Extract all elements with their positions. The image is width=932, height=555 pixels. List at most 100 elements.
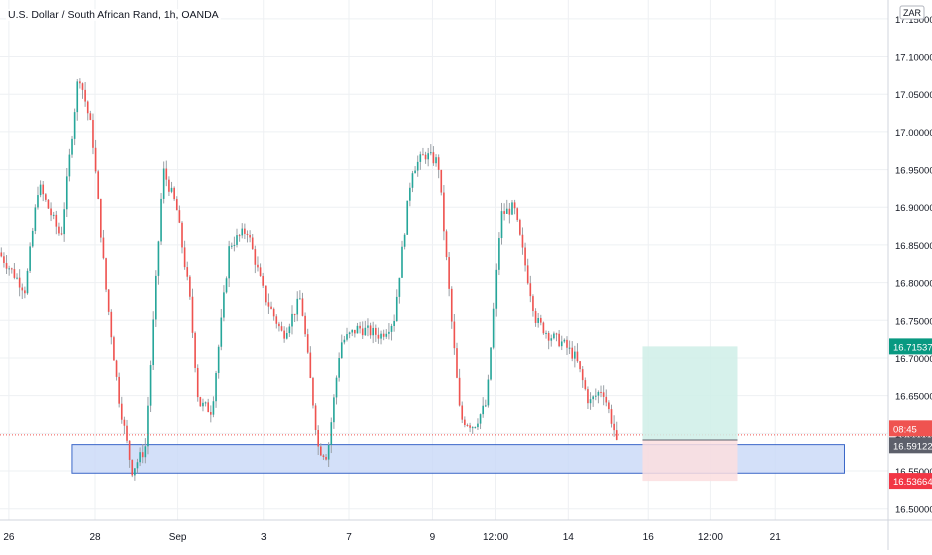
candle-body [539,317,542,323]
candle-body [409,187,411,201]
candle-body [343,339,346,343]
candle-body [314,405,317,430]
candle-body [416,161,419,171]
candle-body [296,298,299,315]
candle-body [202,402,204,407]
candle-body [482,405,484,415]
candle-body [529,283,532,297]
candle-body [60,233,63,235]
candle-body [498,238,500,270]
candle-body [312,378,314,406]
countdown-label: 08:45 [893,424,917,435]
candle-body [238,235,241,237]
candle-body [550,338,553,341]
currency-badge [899,5,925,20]
candle-body [76,81,79,113]
candle-body [139,452,141,463]
candle-body [241,228,244,236]
candle-body [265,285,267,303]
candle-body [191,296,194,333]
x-tick-label: 16 [643,532,655,543]
candle-body [524,247,526,266]
candle-body [484,405,487,407]
candle-body [42,184,45,195]
candle-body [471,427,474,429]
candle-body [68,154,71,177]
candle-body [526,265,529,284]
last-price-label-group: 16.59122 [889,437,932,454]
candle-body [134,468,136,476]
candle-body [107,289,110,312]
currency-label: ZAR [903,8,922,18]
candle-body [217,346,220,373]
candle-body [319,446,322,456]
candle-body [10,268,13,270]
candle-body [280,326,283,331]
candle-body [278,323,280,327]
candle-body [244,228,246,234]
countdown-label-bg [889,420,932,437]
position-layer [0,346,888,482]
candle-body [210,412,212,415]
candle-body [395,296,398,321]
candle-body [110,311,113,338]
x-tick-label: 12:00 [483,532,508,543]
candle-body [411,173,414,188]
candle-body [100,198,102,238]
candle-body [272,308,275,317]
candle-body [259,267,262,277]
candle-body [474,427,477,429]
candle-body [477,423,479,428]
candle-body [432,152,435,164]
y-tick-label: 17.00000 [895,128,932,139]
candle-body [306,334,309,353]
candle-body [147,405,149,447]
candle-body [560,341,563,347]
candle-body [615,430,618,440]
candle-body [361,328,364,336]
candle-body [592,396,594,400]
candle-body [574,351,576,359]
candle-layer [0,78,618,481]
candle-body [45,194,47,200]
candle-body [304,315,306,335]
candle-body [558,333,560,347]
candle-body [388,331,390,334]
candle-body [576,351,579,362]
candle-body [437,157,440,170]
candle-body [13,269,16,278]
candle-body [8,268,10,270]
candle-body [419,154,422,162]
candle-body [16,277,18,279]
candle-body [157,241,160,276]
candle-body [58,226,60,234]
candle-body [597,391,600,396]
candle-body [50,208,52,216]
candle-body [288,326,291,334]
candle-body [369,325,372,336]
candle-body [377,334,380,339]
candle-body [508,208,511,215]
candle-body [3,256,5,263]
candle-body [403,234,406,247]
candle-body [445,231,448,258]
x-tick-label: 28 [89,532,101,543]
candle-body [469,425,471,428]
candle-body [382,333,385,337]
candle-body [534,311,537,323]
candle-body [136,462,139,469]
candle-body [155,275,157,320]
take-profit-label-group: 16.71537 [889,338,932,355]
candle-body [84,89,86,102]
take-profit-label: 16.71537 [893,342,932,353]
y-tick-label: 17.10000 [895,53,932,64]
candle-body [309,352,312,379]
candle-body [204,402,207,404]
candle-body [553,333,555,339]
candle-body [199,397,202,407]
candle-body [613,423,615,431]
candle-body [513,202,516,209]
